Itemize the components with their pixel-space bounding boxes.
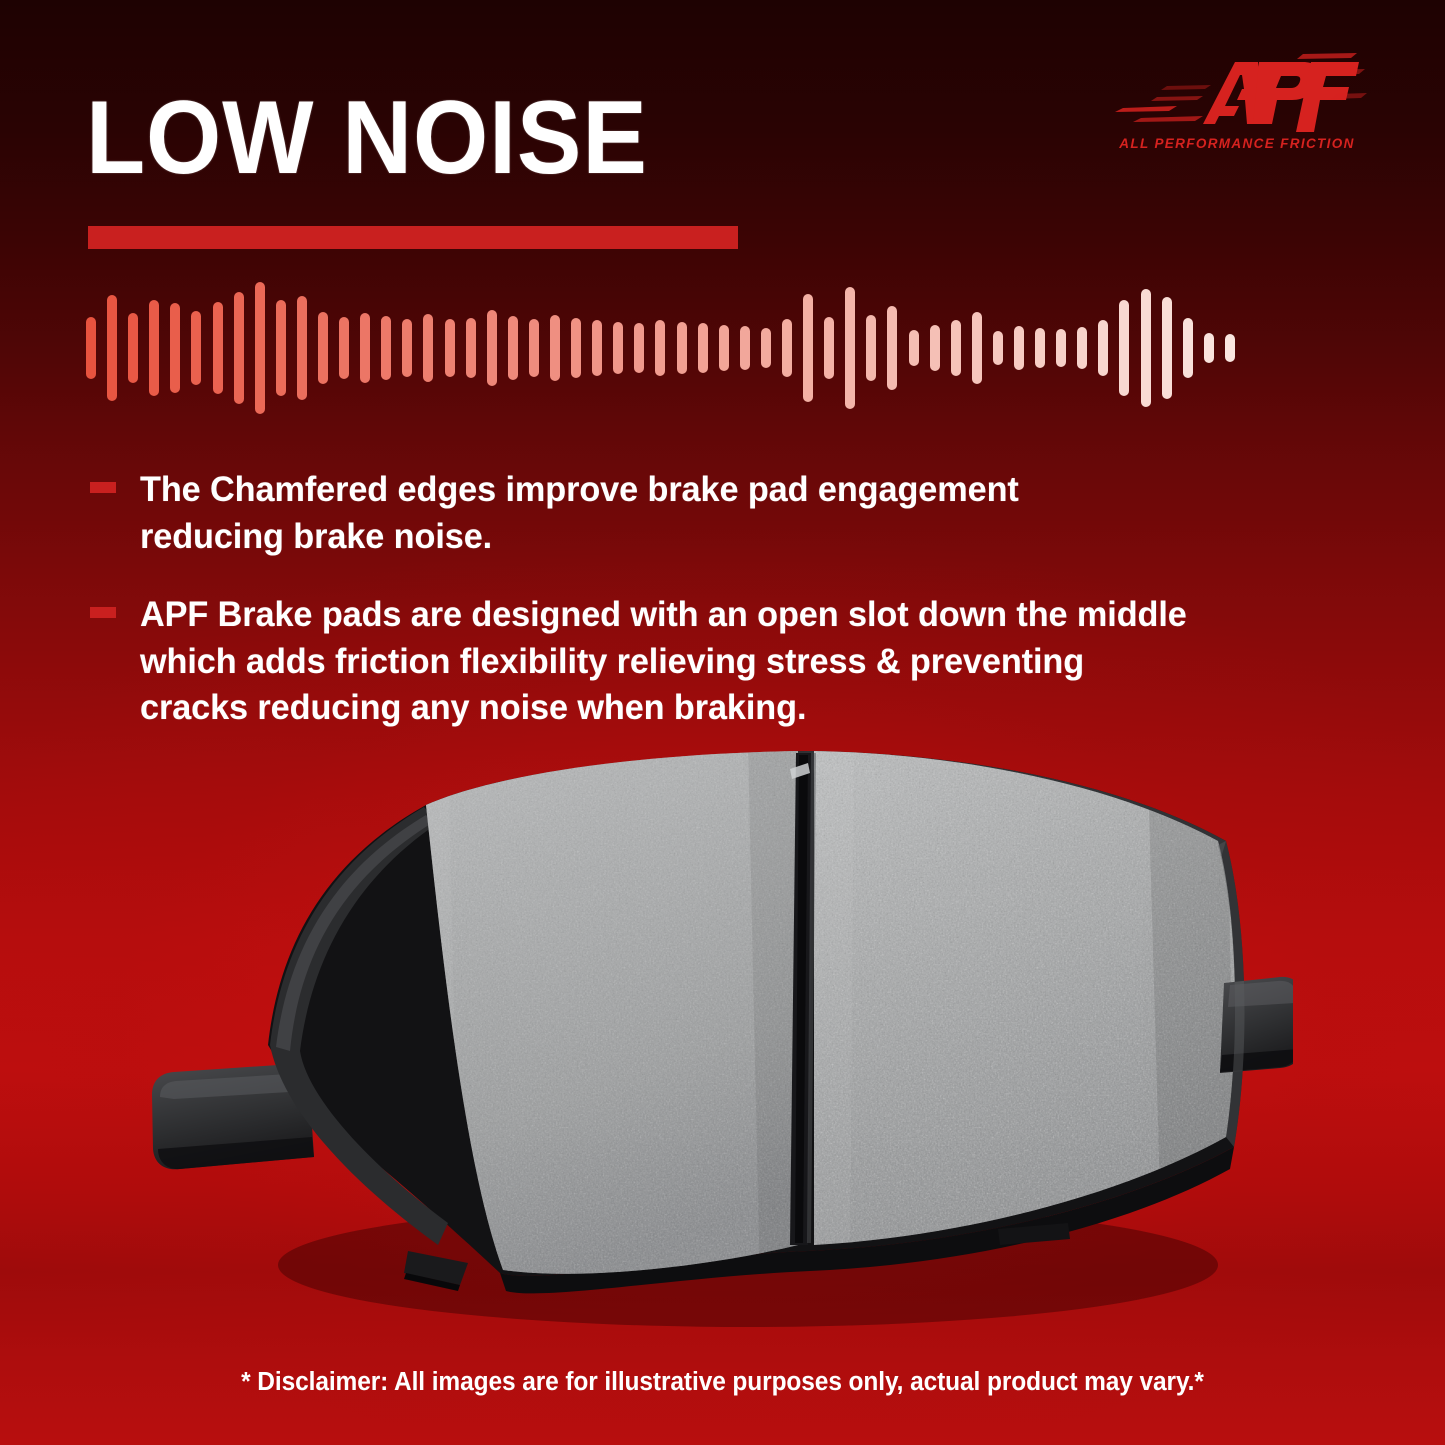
waveform-bar	[1035, 328, 1046, 368]
brand-tagline: ALL PERFORMANCE FRICTION	[1119, 136, 1355, 151]
waveform-bar	[992, 331, 1003, 365]
waveform-bar	[782, 319, 792, 377]
waveform-bar	[760, 328, 771, 368]
waveform-bar	[1014, 326, 1024, 370]
waveform-bar	[1077, 327, 1088, 369]
waveform-bar	[613, 322, 624, 374]
waveform-bar	[339, 317, 350, 379]
waveform-bar	[655, 320, 666, 376]
waveform-bar	[191, 311, 202, 385]
waveform-bar	[423, 314, 434, 382]
waveform-bar	[402, 319, 413, 377]
waveform-bar	[528, 319, 539, 377]
waveform-bar	[233, 292, 244, 404]
waveform-bar	[149, 300, 160, 396]
waveform-bar	[1182, 318, 1193, 378]
waveform-bar	[592, 320, 603, 376]
waveform-bar	[318, 312, 328, 384]
waveform-bar	[465, 318, 476, 378]
waveform-bar	[887, 306, 898, 390]
waveform-bar	[634, 323, 645, 373]
waveform-bar	[950, 320, 961, 376]
waveform-bar	[212, 302, 223, 394]
waveform-bar	[107, 295, 118, 401]
waveform-bar	[381, 316, 392, 380]
waveform-bar	[296, 296, 307, 400]
page-title: LOW NOISE	[86, 80, 648, 196]
waveform-bar	[507, 316, 518, 380]
waveform-bar	[170, 303, 181, 393]
waveform-bar	[360, 313, 371, 383]
feature-bullet-list: The Chamfered edges improve brake pad en…	[86, 466, 1376, 763]
list-item: APF Brake pads are designed with an open…	[86, 591, 1376, 731]
waveform-bar	[254, 282, 265, 414]
waveform-bar	[1119, 300, 1130, 396]
disclaimer-text: * Disclaimer: All images are for illustr…	[241, 1368, 1204, 1396]
waveform-bar	[971, 312, 982, 384]
waveform-bar	[824, 317, 835, 379]
waveform-bar	[1161, 297, 1172, 399]
waveform-bar	[908, 330, 919, 366]
waveform-bar	[697, 323, 708, 373]
waveform-bar	[275, 300, 286, 396]
apf-speed-logo-icon	[1107, 48, 1367, 132]
brake-pad-photo	[108, 745, 1293, 1330]
brand-logo: ALL PERFORMANCE FRICTION	[1107, 48, 1367, 151]
bullet-text: APF Brake pads are designed with an open…	[140, 594, 1187, 727]
waveform-bar	[676, 322, 687, 374]
waveform-bar	[866, 315, 877, 381]
waveform-bar	[444, 319, 455, 377]
waveform-bar	[739, 326, 750, 370]
dash-marker-icon	[90, 482, 116, 493]
list-item: The Chamfered edges improve brake pad en…	[86, 466, 1376, 559]
waveform-bar	[1056, 329, 1067, 367]
waveform-bar	[718, 325, 729, 371]
waveform-bar	[128, 313, 139, 383]
waveform-bar	[1140, 289, 1151, 407]
waveform-bar	[550, 315, 560, 381]
waveform-bar	[86, 317, 96, 379]
waveform-bar	[1098, 320, 1109, 376]
waveform-bar	[803, 294, 814, 402]
waveform-bar	[929, 325, 940, 371]
title-underline-rule	[88, 226, 738, 249]
waveform-bar	[571, 318, 582, 378]
bullet-text: The Chamfered edges improve brake pad en…	[140, 469, 1019, 556]
audio-waveform-icon	[86, 282, 1246, 414]
waveform-bar	[486, 310, 497, 386]
dash-marker-icon	[90, 607, 116, 618]
waveform-bar	[1224, 334, 1235, 362]
waveform-bar	[1203, 333, 1214, 363]
waveform-bar	[845, 287, 856, 409]
